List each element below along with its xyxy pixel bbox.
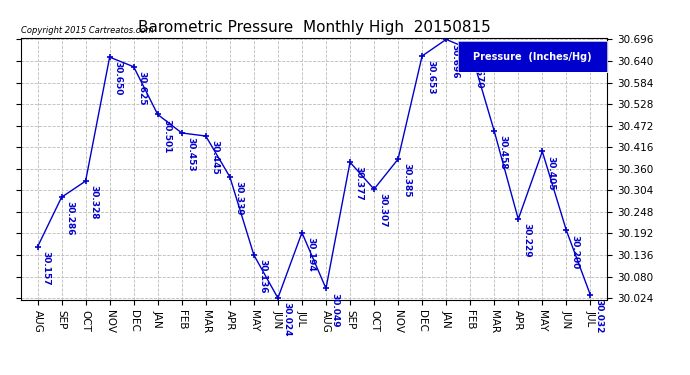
Text: 30.696: 30.696 xyxy=(451,44,460,78)
Text: 30.458: 30.458 xyxy=(498,135,507,170)
Text: 30.625: 30.625 xyxy=(138,71,147,105)
Text: 30.339: 30.339 xyxy=(234,181,243,216)
Text: 30.049: 30.049 xyxy=(330,292,339,327)
Text: 30.136: 30.136 xyxy=(258,259,267,294)
Text: 30.377: 30.377 xyxy=(354,166,363,201)
Text: 30.286: 30.286 xyxy=(66,201,75,236)
Text: 30.307: 30.307 xyxy=(378,194,387,228)
Text: 30.445: 30.445 xyxy=(210,140,219,175)
Text: 30.024: 30.024 xyxy=(282,302,291,337)
Text: 30.194: 30.194 xyxy=(306,237,315,272)
Text: 30.200: 30.200 xyxy=(571,234,580,269)
Text: 30.653: 30.653 xyxy=(426,60,435,94)
Text: 30.670: 30.670 xyxy=(474,54,484,88)
Text: 30.501: 30.501 xyxy=(162,118,171,153)
Text: 30.453: 30.453 xyxy=(186,137,195,172)
Text: 30.032: 30.032 xyxy=(595,299,604,333)
Text: 30.405: 30.405 xyxy=(546,156,555,190)
Text: 30.328: 30.328 xyxy=(90,185,99,220)
Text: 30.650: 30.650 xyxy=(114,61,123,96)
Text: 30.385: 30.385 xyxy=(402,163,411,198)
Text: 30.229: 30.229 xyxy=(522,224,531,258)
Text: 30.157: 30.157 xyxy=(41,251,50,286)
Text: Copyright 2015 Cartreatos.com: Copyright 2015 Cartreatos.com xyxy=(21,26,153,35)
Title: Barometric Pressure  Monthly High  20150815: Barometric Pressure Monthly High 2015081… xyxy=(137,20,491,35)
